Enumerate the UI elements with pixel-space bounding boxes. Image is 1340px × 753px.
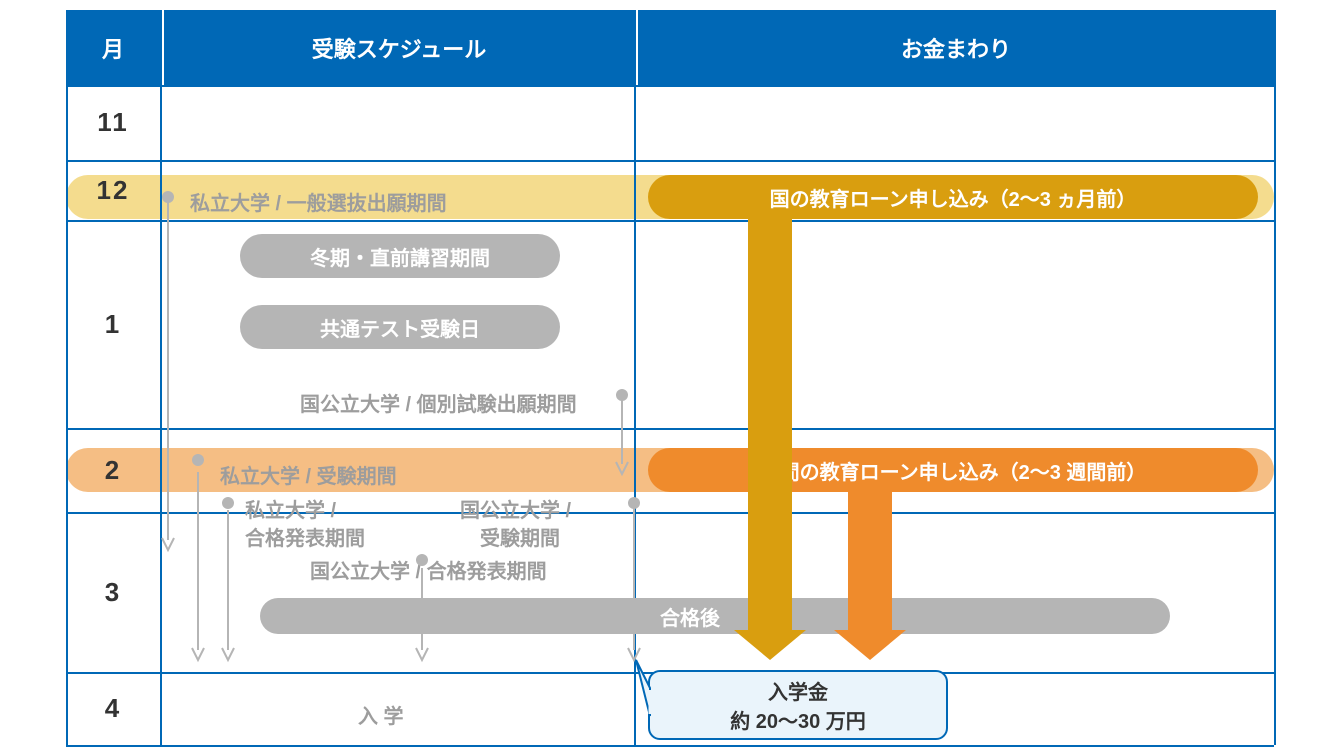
grey-dot-2 (222, 497, 234, 509)
hline-2 (66, 220, 1274, 222)
hline-1 (66, 160, 1274, 162)
label-priv-exam: 私立大学 / 受験期間 (220, 460, 397, 489)
label-priv-pass1: 私立大学 / (245, 494, 336, 523)
vline-2 (634, 10, 636, 745)
header-month: 月 (66, 10, 160, 85)
grey-arrow-head-2 (222, 648, 234, 660)
header-money: お金まわり (638, 10, 1274, 85)
pill-common: 共通テスト受験日 (240, 305, 560, 349)
month-2: 2 (66, 428, 160, 512)
grey-arrow-head-3 (416, 648, 428, 660)
header-schedule: 受験スケジュール (164, 10, 634, 85)
month-11: 11 (66, 85, 160, 160)
overlay-svg (0, 0, 1340, 753)
big-arrow-gov-arrow (734, 219, 806, 660)
grey-dot-4 (616, 389, 628, 401)
big-arrow-priv-arrow (834, 492, 906, 660)
callout-line2: 約 20〜30 万円 (730, 705, 866, 734)
callout-line1: 入学金 (768, 676, 828, 705)
grey-arrow-head-0 (162, 538, 174, 550)
loan-priv: 民間の教育ローン申し込み（2〜3 週間前） (648, 448, 1258, 492)
hline-6 (66, 745, 1274, 747)
label-priv-app: 私立大学 / 一般選抜出願期間 (190, 187, 447, 216)
hline-0 (66, 85, 1274, 87)
callout-tuition: 入学金約 20〜30 万円 (648, 670, 948, 740)
month-1: 1 (66, 220, 160, 428)
pill-pass-after: 合格後 (260, 598, 1170, 634)
label-enroll: 入 学 (358, 700, 404, 729)
vline-1 (160, 10, 162, 745)
grey-arrow-head-1 (192, 648, 204, 660)
month-4: 4 (66, 672, 160, 745)
pill-winter: 冬期・直前講習期間 (240, 234, 560, 278)
label-priv-pass2: 合格発表期間 (245, 522, 365, 551)
label-nat-exam2: 受験期間 (480, 522, 560, 551)
label-nat-pass: 国公立大学 / 合格発表期間 (310, 555, 547, 584)
hline-3 (66, 428, 1274, 430)
label-nat-app: 国公立大学 / 個別試験出願期間 (300, 388, 577, 417)
loan-gov: 国の教育ローン申し込み（2〜3 ヵ月前） (648, 175, 1258, 219)
vline-3 (1274, 10, 1276, 745)
month-3: 3 (66, 512, 160, 672)
label-nat-exam1: 国公立大学 / (460, 494, 571, 523)
month-12: 12 (66, 160, 160, 220)
